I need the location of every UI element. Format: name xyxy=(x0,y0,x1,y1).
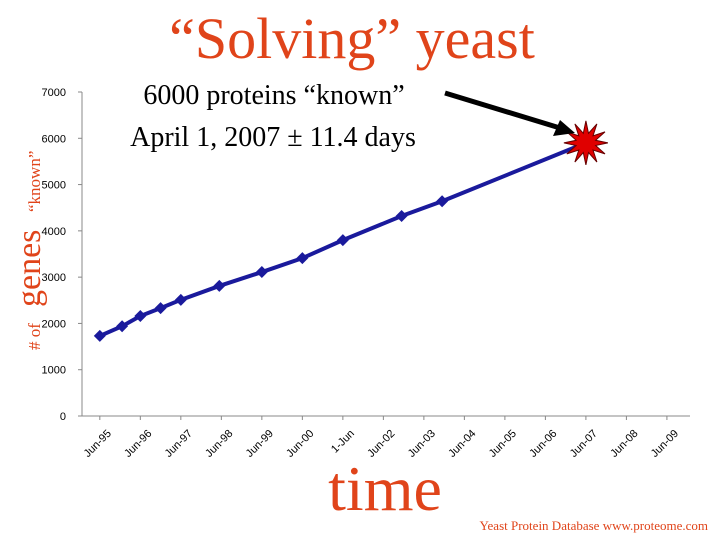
y-label-part: # of xyxy=(25,323,44,350)
data-point xyxy=(213,279,226,292)
annotation: April 1, 2007 ± 11.4 days xyxy=(130,122,416,153)
projection-line xyxy=(441,141,587,204)
data-point xyxy=(154,302,167,315)
y-tick-label: 4000 xyxy=(42,226,66,238)
data-point xyxy=(255,266,268,279)
data-point xyxy=(134,310,147,323)
y-label-part: genes xyxy=(11,230,48,307)
x-tick-label: Jun-98 xyxy=(203,428,235,460)
y-tick-label: 1000 xyxy=(42,365,66,377)
y-axis-label: # of genes “known” xyxy=(11,151,48,350)
footer: Yeast Protein Database www.proteome.com xyxy=(479,518,708,533)
x-tick-label: Jun-95 xyxy=(82,428,114,460)
y-tick-label: 6000 xyxy=(42,133,66,145)
annotation-box xyxy=(118,72,430,112)
projection-star xyxy=(563,120,609,166)
x-tick-label: Jun-07 xyxy=(568,428,600,460)
data-point xyxy=(174,293,187,306)
y-tick-label: 2000 xyxy=(42,318,66,330)
data-point xyxy=(93,329,106,342)
data-point xyxy=(436,195,449,208)
y-tick-label: 0 xyxy=(60,411,66,423)
y-tick-label: 7000 xyxy=(42,87,66,99)
data-line xyxy=(99,199,443,338)
arrow-head xyxy=(553,120,575,136)
x-tick-label: Jun-99 xyxy=(244,428,276,460)
x-tick-label: Jun-05 xyxy=(487,428,519,460)
y-label-part: “known” xyxy=(25,151,44,212)
x-tick-label: Jun-97 xyxy=(163,428,195,460)
data-point xyxy=(116,320,129,333)
data-point xyxy=(336,234,349,247)
x-tick-label: Jun-06 xyxy=(527,428,559,460)
x-tick-label: Jun-96 xyxy=(122,428,154,460)
annotation-box xyxy=(98,115,448,155)
y-tick-label: 5000 xyxy=(42,180,66,192)
x-axis-label: time xyxy=(328,453,442,524)
x-tick-label: Jun-08 xyxy=(608,428,640,460)
x-tick-label: Jun-04 xyxy=(446,428,478,460)
arrow xyxy=(444,90,561,131)
x-tick-label: 1-Jun xyxy=(329,428,357,456)
data-point xyxy=(296,252,309,265)
annotation: 6000 proteins “known” xyxy=(143,80,404,111)
data-point xyxy=(395,210,408,223)
x-tick-label: Jun-09 xyxy=(649,428,681,460)
chart-title: “Solving” yeast xyxy=(169,6,535,71)
x-tick-label: Jun-00 xyxy=(284,428,316,460)
y-tick-label: 3000 xyxy=(42,272,66,284)
